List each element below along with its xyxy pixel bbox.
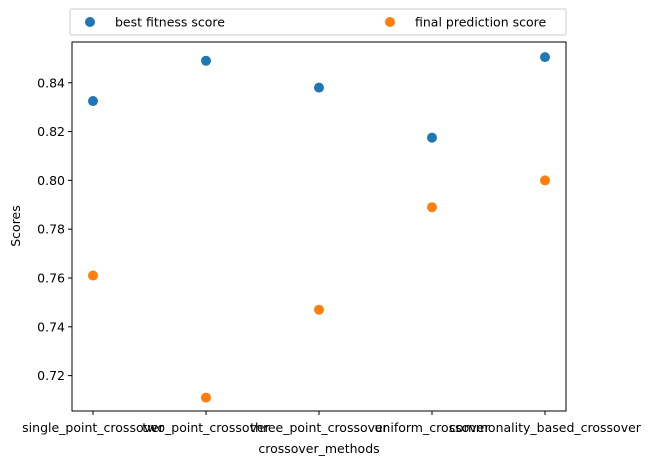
y-tick-label: 0.72 [37,368,65,383]
y-tick-label: 0.80 [37,173,65,188]
legend-frame [69,8,567,36]
final-prediction-point [201,392,211,403]
x-tick-label: two_point_crossover [142,420,270,435]
y-tick-label: 0.82 [37,124,65,139]
best-fitness-point [88,96,98,107]
legend-marker-best-fitness [85,17,95,27]
final-prediction-point [314,304,324,315]
y-tick-label: 0.76 [37,270,65,285]
y-tick-label: 0.84 [37,75,65,90]
y-tick-label: 0.74 [37,319,65,334]
best-fitness-point [427,132,437,143]
x-axis-label: crossover_methods [258,441,379,456]
plot-area [71,41,567,412]
final-prediction-point [540,175,550,186]
best-fitness-point [314,82,324,93]
final-prediction-point [427,202,437,213]
final-prediction-point [88,270,98,281]
y-axis: 0.72 0.74 0.76 0.78 0.80 0.82 0.84 [37,75,72,383]
x-tick-label: commonality_based_crossover [449,420,642,435]
y-tick-label: 0.78 [37,222,65,237]
x-tick-label: single_point_crossover [22,420,165,435]
x-tick-label: uniform_crossover [375,420,491,435]
legend-label-best-fitness: best fitness score [115,15,225,30]
x-axis: single_point_crossovertwo_point_crossove… [22,411,642,435]
x-tick-label: three_point_crossover [250,420,389,435]
legend: best fitness score final prediction scor… [69,8,567,36]
y-axis-label: Scores [8,205,23,247]
legend-marker-final-prediction [385,17,395,27]
legend-label-final-prediction: final prediction score [415,15,546,30]
data-points [88,52,550,403]
best-fitness-point [201,55,211,66]
best-fitness-point [540,52,550,63]
